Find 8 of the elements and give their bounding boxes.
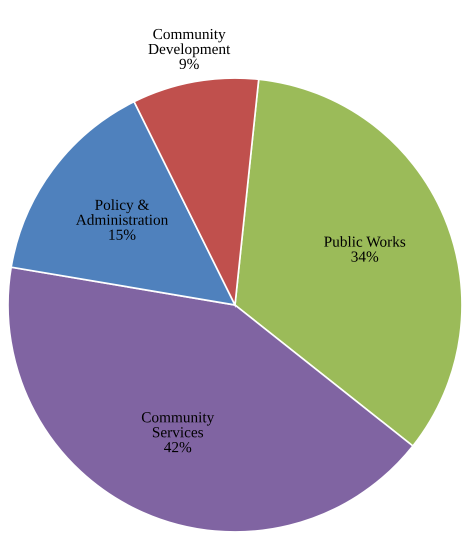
slice-label: Public Works — [324, 236, 406, 247]
data-label: 42% — [164, 442, 192, 452]
data-label: 34% — [351, 251, 378, 262]
slice-label: Community Development — [148, 28, 230, 58]
slice-label: Community Services — [142, 412, 214, 438]
data-label: 15% — [109, 230, 136, 240]
slice-label: Policy & Administration — [76, 199, 168, 225]
data-label: 9% — [179, 58, 199, 70]
